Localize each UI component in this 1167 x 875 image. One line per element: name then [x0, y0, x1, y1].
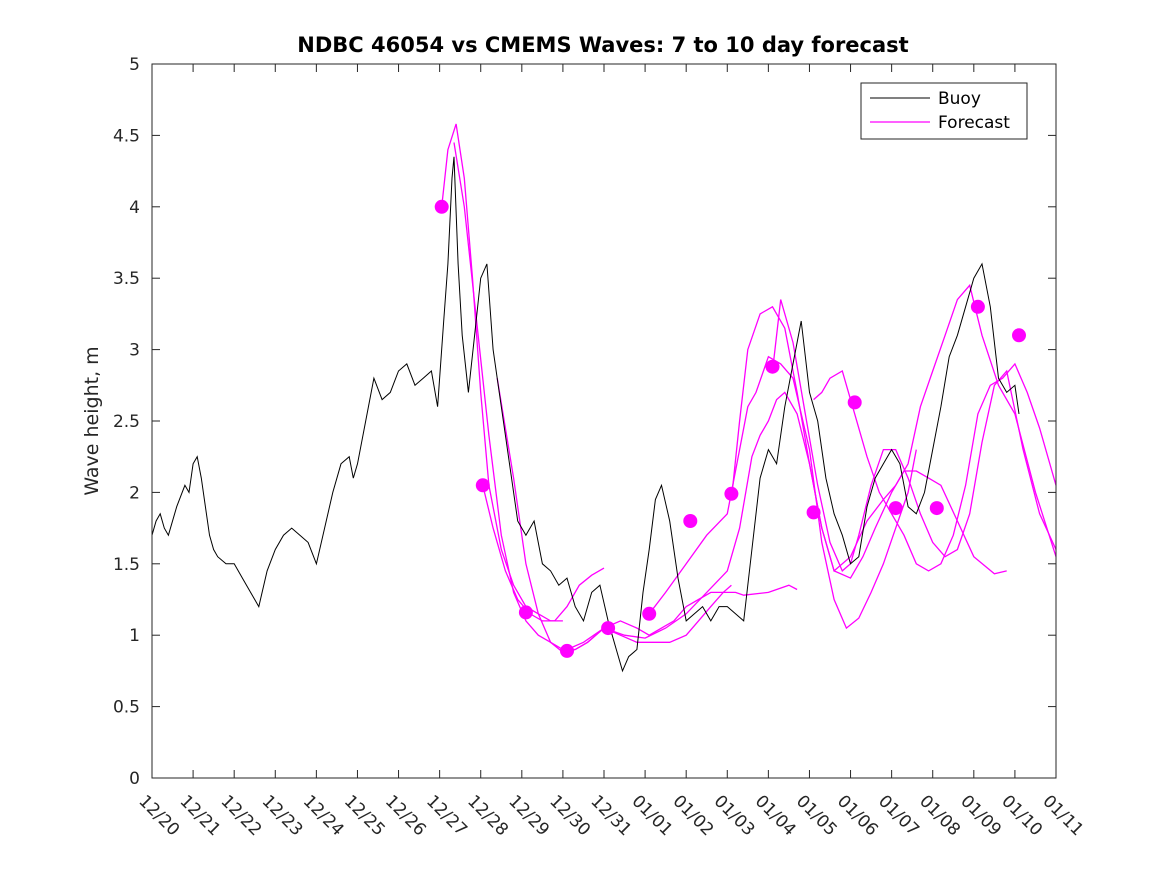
forecast-marker	[642, 606, 657, 621]
forecast-marker	[847, 395, 862, 410]
y-tick-label: 2	[129, 483, 140, 503]
forecast-marker	[1012, 328, 1026, 343]
buoy-line	[151, 156, 1020, 673]
plot-background	[152, 64, 1056, 778]
forecast-marker	[434, 199, 449, 214]
legend-label-buoy: Buoy	[938, 89, 981, 109]
forecast-marker	[601, 621, 616, 636]
y-tick-label: 4.5	[113, 126, 140, 146]
forecast-marker	[683, 514, 698, 528]
forecast-marker	[560, 643, 574, 658]
y-tick-label: 3	[129, 341, 140, 361]
forecast-marker	[475, 478, 490, 493]
y-tick-label: 3.5	[113, 269, 140, 289]
legend-label-forecast: Forecast	[938, 113, 1010, 133]
forecast-line-4	[496, 378, 798, 654]
forecast-line-2	[482, 485, 605, 622]
forecast-marker	[929, 501, 944, 516]
legend: Buoy Forecast	[860, 82, 1028, 140]
y-axis-label: Wave height, m	[81, 346, 103, 495]
forecast-line-9	[813, 362, 1057, 572]
y-tick-label: 1.5	[113, 555, 140, 575]
forecast-line-5	[566, 391, 1007, 651]
legend-box	[860, 82, 1028, 140]
forecast-marker	[888, 501, 903, 516]
forecast-marker	[765, 359, 780, 374]
forecast-marker	[518, 605, 533, 620]
y-tick-label: 2.5	[113, 412, 140, 432]
forecast-marker	[724, 486, 739, 501]
y-tick-label: 0	[129, 769, 140, 789]
forecast-marker	[806, 505, 821, 520]
y-tick-label: 0.5	[113, 698, 140, 718]
forecast-line-8	[771, 299, 1057, 572]
y-tick-label: 5	[129, 55, 140, 75]
y-tick-label: 4	[129, 198, 140, 218]
chart-title: NDBC 46054 vs CMEMS Waves: 7 to 10 day f…	[297, 33, 908, 57]
forecast-marker	[970, 299, 985, 314]
y-tick-label: 1	[129, 626, 140, 646]
forecast-line-6	[648, 355, 917, 630]
plot-area	[152, 64, 1056, 778]
series-layer	[151, 123, 1057, 673]
